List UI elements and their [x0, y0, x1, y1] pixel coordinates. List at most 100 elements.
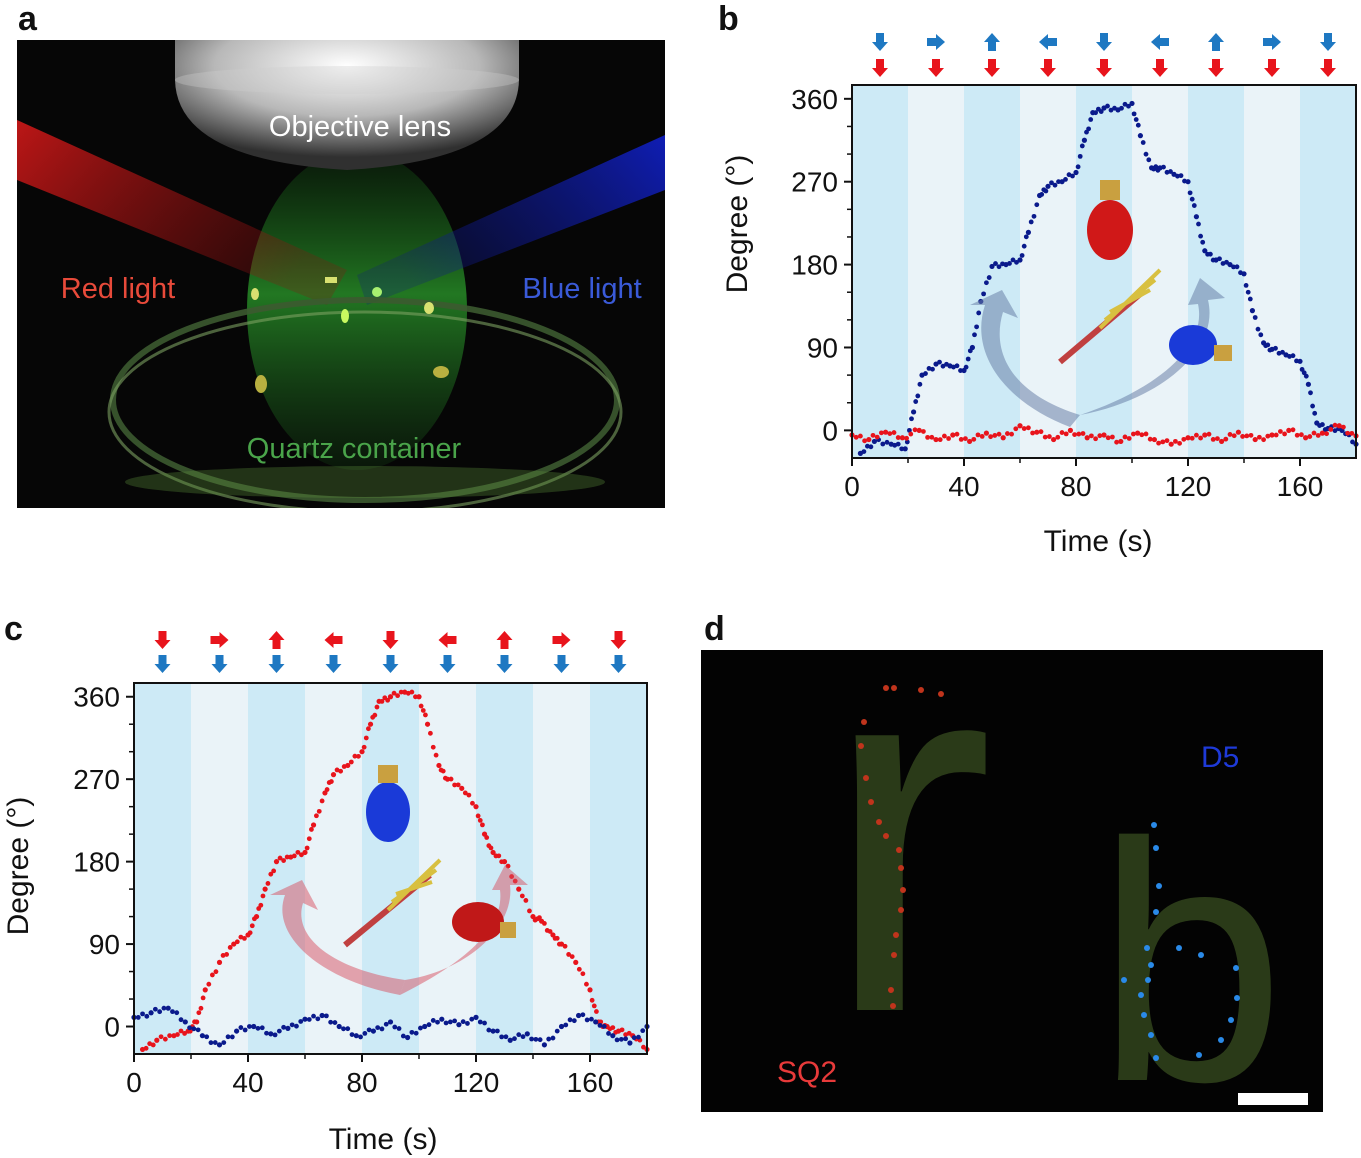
- chart-c-point-rotating: [477, 818, 483, 823]
- chart-b-point-rotating: [1028, 219, 1034, 225]
- chart-c-frame: [133, 682, 648, 1055]
- chart-b-ytick-label: 90: [807, 332, 838, 363]
- panel-a-scene: Objective lens Red light Blue light Quar…: [17, 40, 665, 508]
- chart-c-point-fixed: [349, 1032, 355, 1037]
- chart-c-point-rotating: [206, 981, 212, 987]
- chart-b-point-fixed: [1278, 429, 1283, 434]
- chart-b-point-fixed: [1227, 432, 1233, 437]
- chart-b-point-fixed: [925, 434, 930, 440]
- chart-c-point-rotating: [387, 694, 394, 700]
- chart-b-point-fixed: [1013, 426, 1019, 432]
- chart-c-stripe: [590, 683, 647, 1054]
- chart-b-point-fixed: [1273, 432, 1279, 438]
- chart-b-stripe: [1076, 85, 1132, 458]
- chart-c-point-rotating: [202, 987, 208, 993]
- chart-b-arrow-blue-down: [872, 33, 888, 51]
- chart-c-point-fixed: [332, 1020, 338, 1025]
- scale-bar: [1238, 1093, 1308, 1105]
- chart-c-xlabel: Time (s): [329, 1123, 438, 1156]
- chart-c-point-fixed: [533, 1036, 539, 1042]
- chart-b-point-rotating: [1119, 105, 1124, 111]
- chart-b-point-fixed: [879, 430, 884, 436]
- chart-b-point-fixed: [1223, 436, 1229, 442]
- chart-c-point-rotating: [423, 712, 428, 718]
- chart-b-xtick-label: 120: [1165, 471, 1212, 502]
- chart-c-point-rotating: [391, 690, 397, 696]
- chart-c-point-fixed: [255, 1025, 261, 1031]
- chart-b-point-fixed: [1324, 431, 1329, 437]
- chart-c-point-rotating: [562, 943, 568, 949]
- chart-c-point-rotating: [374, 704, 380, 710]
- chart-b-point-rotating: [909, 416, 914, 422]
- chart-c-point-fixed: [144, 1013, 150, 1019]
- chart-c-point-fixed: [362, 1030, 368, 1036]
- chart-c-arrow-blue-down: [496, 655, 513, 673]
- chart-c-point-rotating: [587, 987, 593, 993]
- chart-c-point-rotating: [626, 1030, 632, 1036]
- label-d5: D5: [1201, 741, 1239, 774]
- chart-b-point-fixed: [971, 436, 977, 442]
- chart-c-point-fixed: [247, 1024, 252, 1029]
- chart-c-point-fixed: [281, 1024, 287, 1030]
- chart-b-arrow-blue-left: [1151, 34, 1169, 50]
- chart-b-point-rotating: [1031, 213, 1037, 219]
- panel-letter-b: b: [718, 0, 739, 38]
- chart-b-point-fixed: [946, 436, 951, 441]
- chart-c-point-rotating: [420, 708, 426, 713]
- chart-b-point-rotating: [1077, 153, 1083, 159]
- chart-b-point-rotating: [1075, 164, 1081, 170]
- chart-b-point-rotating: [1059, 179, 1065, 185]
- chart-c-point-rotating: [523, 898, 529, 903]
- quartz-container: [110, 297, 620, 503]
- chart-c-point-fixed: [482, 1020, 487, 1026]
- chart-b-point-fixed: [937, 437, 943, 443]
- chart-b-point-fixed: [1231, 433, 1237, 439]
- chart-c-point-fixed: [259, 1025, 265, 1031]
- chart-b-point-fixed: [1206, 431, 1212, 437]
- chart-b-point-rotating: [1135, 122, 1141, 128]
- chart-c-point-fixed: [212, 1040, 218, 1045]
- chart-b-point-fixed: [1072, 432, 1077, 438]
- chart-c-point-rotating: [227, 945, 233, 950]
- chart-c-point-fixed: [426, 1022, 432, 1028]
- chart-c-point-rotating: [462, 790, 468, 796]
- chart-c-point-rotating: [573, 959, 579, 965]
- chart-c-point-fixed: [473, 1014, 479, 1020]
- chart-c-point-fixed: [460, 1019, 466, 1025]
- chart-c-xtick-label: 80: [346, 1067, 377, 1098]
- chart-c-point-fixed: [148, 1010, 154, 1016]
- chart-b-point-rotating: [923, 371, 928, 376]
- chart-c-point-fixed: [306, 1017, 312, 1022]
- chart-b-point-rotating: [1245, 289, 1251, 295]
- chart-c-point-rotating: [253, 913, 260, 920]
- chart-b-point-rotating: [974, 324, 979, 330]
- chart-c-point-fixed: [465, 1021, 470, 1026]
- chart-c-point-rotating: [306, 836, 312, 842]
- chart-c-point-rotating: [413, 694, 418, 700]
- chart-b-point-rotating: [1185, 179, 1191, 185]
- chart-b-ytick-label: 180: [791, 250, 838, 281]
- chart-c-point-rotating: [475, 813, 481, 819]
- chart-b-point-fixed: [862, 438, 867, 444]
- chart-c-point-rotating: [310, 822, 317, 828]
- chart-b-point-fixed: [1105, 435, 1111, 441]
- chart-b-point-fixed: [963, 436, 968, 442]
- chart-c-point-fixed: [554, 1028, 560, 1034]
- chart-b-point-rotating: [1088, 117, 1094, 122]
- chart-b-point-fixed: [1110, 434, 1115, 440]
- chart-c-point-rotating: [363, 735, 369, 741]
- chart-b-point-fixed: [866, 436, 872, 443]
- chart-c-point-rotating: [372, 712, 378, 718]
- chart-b-point-fixed: [1005, 431, 1010, 436]
- chart-c-point-fixed: [563, 1022, 569, 1028]
- chart-c-point-fixed: [576, 1012, 582, 1019]
- chart-b-point-fixed: [1042, 434, 1048, 440]
- chart-c-point-fixed: [430, 1018, 436, 1023]
- chart-c-point-fixed: [558, 1023, 565, 1030]
- chart-b-point-fixed: [1202, 432, 1208, 438]
- chart-c-point-fixed: [345, 1026, 351, 1032]
- chart-c-point-fixed: [178, 1017, 184, 1023]
- chart-b-point-fixed: [1131, 431, 1136, 437]
- chart-c-ytick-label: 0: [104, 1012, 120, 1043]
- chart-b-point-rotating: [861, 449, 867, 455]
